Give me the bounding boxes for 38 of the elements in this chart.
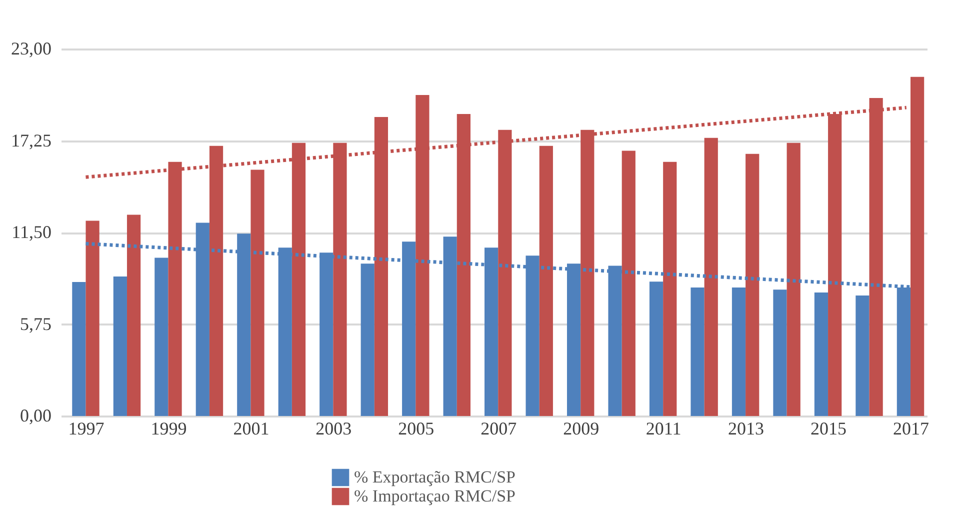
x-tick-label: 2017 [893,418,930,438]
bar [126,214,141,416]
x-tick-label: 2007 [480,418,517,438]
x-tick-label: 2013 [728,418,764,438]
bar [250,170,264,416]
y-tick-label: 23,00 [11,38,52,58]
y-tick-label: 0,00 [20,406,52,426]
x-tick-label: 1999 [150,418,187,438]
y-tick-label: 17,25 [11,130,52,150]
bar [910,76,924,416]
bar [86,220,100,416]
x-tick-label: 2003 [316,418,352,438]
x-tick-label: 2001 [233,418,270,438]
bar [732,288,746,416]
legend-label: % Exportação RMC/SP [354,468,516,486]
bar [746,154,760,416]
bar [539,146,553,416]
bar [154,258,168,416]
bar [663,162,677,416]
x-tick-label: 1997 [68,418,104,438]
y-tick-label: 11,50 [12,222,52,242]
bar [690,288,704,416]
bar [113,276,127,416]
x-tick-label: 2009 [563,418,600,438]
bar [649,282,664,416]
bar [704,138,718,416]
x-tick-label: 2015 [810,418,847,438]
bar [786,142,800,416]
legend-label: % Importaçao RMC/SP [354,486,516,506]
bar [72,282,86,416]
bar [622,150,636,416]
bar [773,290,787,416]
bar [856,296,870,416]
x-tick-label: 2005 [398,418,434,438]
x-tick-label: 2011 [646,418,682,438]
bar [360,264,374,416]
y-tick-label: 5,75 [20,314,52,334]
bar [814,292,828,416]
